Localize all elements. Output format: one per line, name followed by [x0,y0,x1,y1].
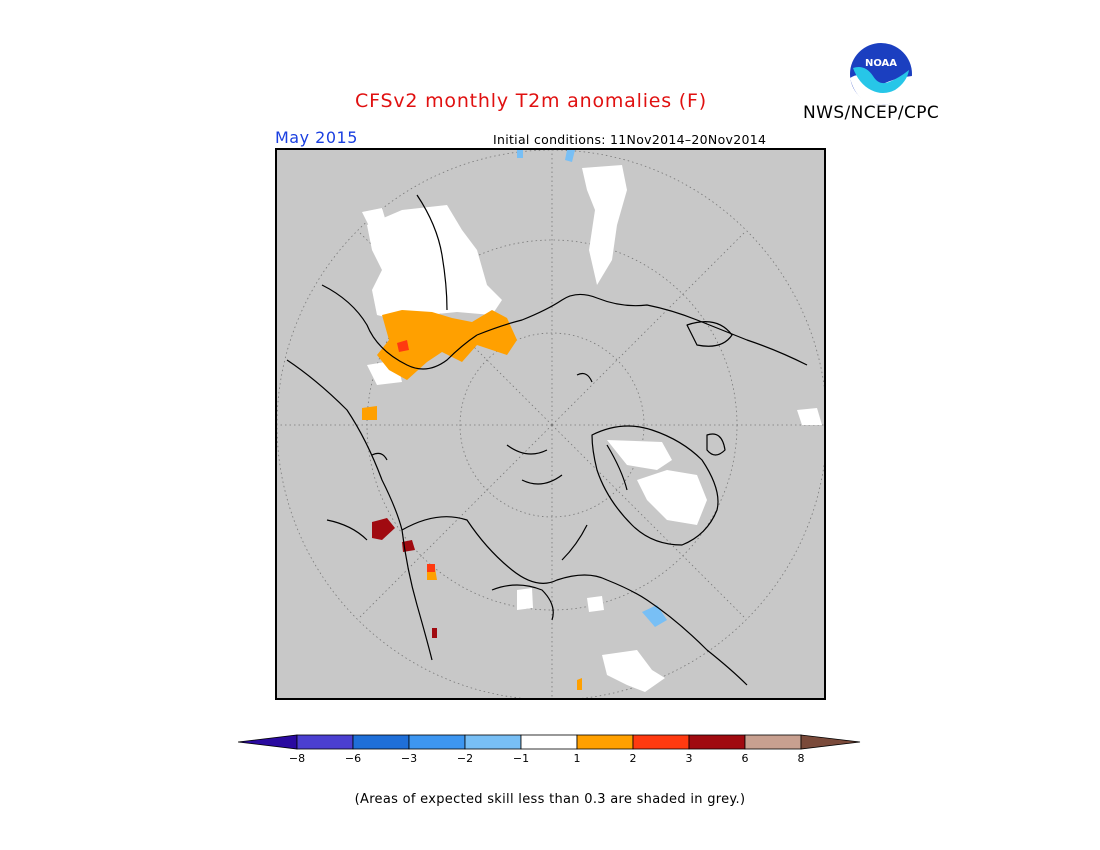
colorbar-arrow-high [800,734,861,750]
colorbar-tick: 8 [797,752,805,765]
color-scale-bar [237,733,862,755]
agency-label: NWS/NCEP/CPC [803,103,940,123]
noaa-logo: NOAA [849,42,913,106]
anomaly-shading [362,150,822,692]
skill-footnote: (Areas of expected skill less than 0.3 a… [354,792,746,807]
colorbar-box [632,734,690,750]
colorbar-box [464,734,522,750]
colorbar-arrow-low [237,734,298,750]
colorbar-tick: 3 [685,752,693,765]
colorbar-box [352,734,410,750]
initial-conditions: Initial conditions: 11Nov2014–20Nov2014 [493,132,767,147]
colorbar-box [576,734,634,750]
colorbar-tick: −2 [456,752,474,765]
colorbar-box [408,734,466,750]
colorbar-box [520,734,578,750]
polar-map-panel [275,148,826,700]
colorbar-box [744,734,802,750]
noaa-logo-text: NOAA [865,58,897,69]
colorbar-tick: 2 [629,752,637,765]
color-scale-svg [237,734,861,750]
colorbar-tick: −8 [288,752,306,765]
map-title: CFSv2 monthly T2m anomalies (F) [355,90,707,112]
colorbar-tick: −1 [512,752,530,765]
colorbar-box [296,734,354,750]
polar-stereographic-map [277,150,824,698]
valid-month: May 2015 [275,128,358,147]
colorbar-tick: 6 [741,752,749,765]
colorbar-tick: −6 [344,752,362,765]
colorbar-box [688,734,746,750]
graticule [277,150,824,698]
colorbar-tick: −3 [400,752,418,765]
coastlines [286,194,808,686]
colorbar-tick: 1 [573,752,581,765]
